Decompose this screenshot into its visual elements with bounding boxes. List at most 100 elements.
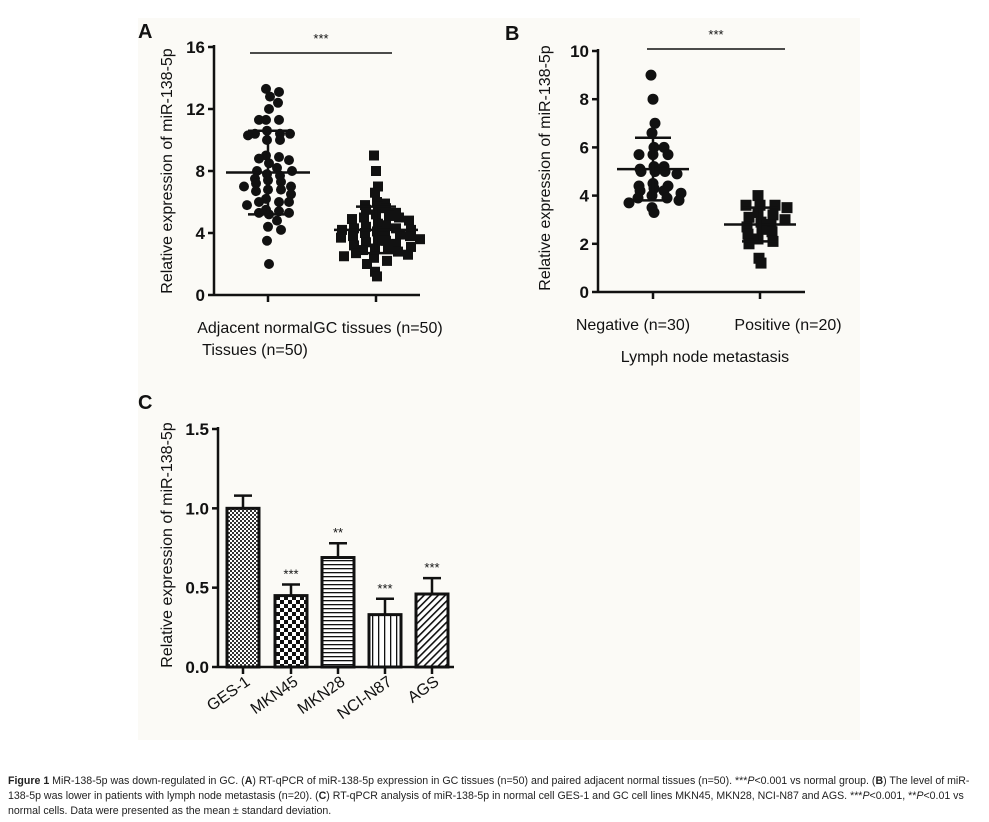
bar	[273, 594, 309, 669]
data-point	[274, 152, 284, 163]
data-point	[286, 181, 296, 192]
data-point	[251, 186, 261, 197]
data-point	[358, 245, 368, 256]
significance-label: ***	[313, 31, 328, 46]
data-point	[274, 114, 284, 125]
significance-label: ***	[708, 27, 723, 42]
caption-b: B	[875, 775, 884, 787]
data-point	[403, 249, 413, 260]
data-point	[415, 234, 425, 245]
panel-a: 0 4 8 12 16 Relative expression of miR-138-5p…	[138, 21, 443, 359]
y-tick-label: 2	[580, 235, 589, 254]
data-point	[384, 210, 394, 221]
data-point	[349, 240, 359, 251]
x-category-label: Negative (n=30)	[576, 317, 690, 334]
data-point	[369, 150, 379, 161]
data-point	[339, 251, 349, 262]
caption-figure-label: Figure 1	[8, 775, 50, 787]
y-tick-label: 4	[580, 187, 590, 206]
significance-label: ***	[283, 566, 298, 581]
data-point	[404, 215, 414, 226]
bar	[414, 592, 450, 669]
data-point	[276, 224, 286, 235]
x-category-label: GC tissues (n=50)	[313, 320, 442, 337]
data-point	[382, 255, 392, 266]
significance-label: ***	[424, 560, 439, 575]
data-point	[276, 176, 286, 187]
bar	[225, 506, 261, 669]
caption-text: ) The level of miR-138-5p was lower in p…	[8, 775, 970, 802]
caption-p: P	[916, 790, 924, 802]
data-point	[405, 231, 415, 242]
data-point	[633, 149, 645, 161]
data-point	[348, 231, 358, 242]
data-point	[649, 117, 661, 129]
panel-label: B	[505, 23, 519, 45]
data-point	[243, 130, 253, 141]
data-point	[373, 181, 383, 192]
data-point	[742, 228, 754, 240]
data-point	[755, 257, 767, 269]
data-point	[406, 241, 416, 252]
figure-caption: Figure 1 MiR-138-5p was down-regulated i…	[8, 774, 983, 819]
data-point	[673, 194, 685, 206]
data-point	[381, 203, 391, 214]
data-point	[741, 221, 753, 233]
y-axis-label: Relative expression of miR-138-5p	[159, 422, 176, 668]
caption-text: <0.01 vs normal cells. Data were present…	[8, 790, 964, 817]
data-point	[254, 153, 264, 164]
data-point	[369, 252, 379, 263]
data-point	[361, 221, 371, 232]
caption-a: A	[244, 775, 253, 787]
y-axis-label: Relative expression of miR-138-5p	[537, 45, 554, 291]
caption-p: P	[862, 790, 870, 802]
data-point	[261, 114, 271, 125]
data-point	[274, 197, 284, 207]
caption-text: <0.001, **	[869, 790, 917, 802]
data-point	[276, 184, 286, 195]
y-tick-label: 4	[196, 224, 206, 243]
data-point	[752, 233, 764, 245]
panel-label: C	[138, 392, 152, 414]
data-point	[623, 197, 635, 209]
data-point	[275, 135, 285, 145]
data-point	[647, 93, 659, 105]
data-point	[264, 104, 274, 114]
data-point	[361, 204, 371, 215]
data-point	[254, 207, 264, 218]
caption-text: ) RT-qPCR of miR-138-5p expression in GC…	[252, 775, 748, 787]
x-category-label: Positive (n=20)	[734, 317, 841, 334]
data-point	[671, 168, 683, 180]
data-point	[767, 209, 779, 221]
data-point	[661, 192, 673, 204]
y-tick-label: 8	[580, 90, 589, 109]
data-point	[391, 238, 401, 249]
y-tick-label: 0	[196, 286, 205, 305]
data-point	[336, 232, 346, 243]
caption-c: C	[318, 790, 327, 802]
data-point	[373, 218, 383, 229]
data-point	[272, 215, 282, 226]
data-point	[287, 166, 297, 176]
data-point	[662, 149, 674, 161]
data-point	[769, 199, 781, 211]
data-point	[659, 166, 671, 177]
data-point	[381, 220, 391, 231]
data-point	[360, 228, 370, 238]
data-point	[284, 197, 294, 207]
data-point	[383, 243, 393, 254]
y-tick-label: 0.0	[185, 658, 209, 677]
data-point	[347, 214, 357, 225]
data-point	[263, 221, 273, 232]
significance-label: **	[333, 525, 343, 540]
data-point	[274, 86, 284, 97]
data-point	[254, 114, 264, 125]
data-point	[286, 189, 296, 200]
data-point	[756, 223, 768, 235]
data-point	[393, 246, 403, 257]
data-point	[239, 181, 249, 192]
x-category-label: Tissues (n=50)	[202, 342, 308, 359]
data-point	[242, 200, 252, 211]
data-point	[649, 166, 661, 177]
